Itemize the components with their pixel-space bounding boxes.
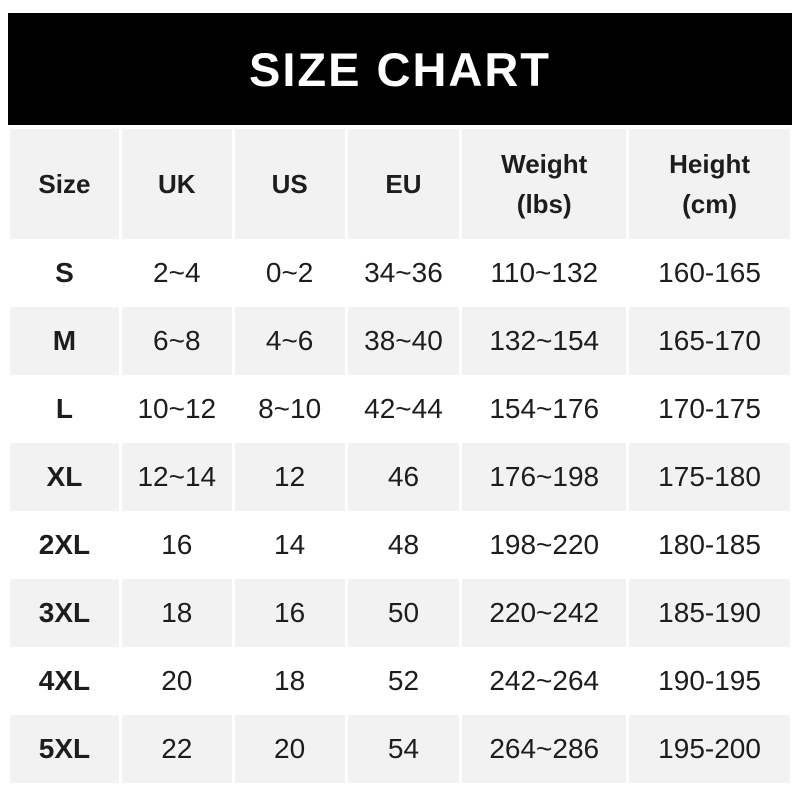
cell-us: 4~6: [234, 307, 345, 375]
column-header-us: US: [234, 129, 345, 239]
cell-uk: 6~8: [121, 307, 232, 375]
cell-size: 3XL: [10, 579, 119, 647]
cell-us: 20: [234, 715, 345, 783]
column-header-label: Weight: [501, 148, 588, 179]
cell-weight: 176~198: [462, 443, 627, 511]
cell-height: 180-185: [629, 511, 790, 579]
table-row-s: S 2~4 0~2 34~36 110~132 160-165: [10, 239, 790, 307]
cell-weight: 198~220: [462, 511, 627, 579]
table-row-5xl: 5XL 22 20 54 264~286 195-200: [10, 715, 790, 783]
cell-uk: 22: [121, 715, 232, 783]
cell-weight: 110~132: [462, 239, 627, 307]
cell-eu: 46: [347, 443, 460, 511]
cell-height: 185-190: [629, 579, 790, 647]
cell-weight: 242~264: [462, 647, 627, 715]
cell-eu: 38~40: [347, 307, 460, 375]
cell-eu: 50: [347, 579, 460, 647]
cell-height: 160-165: [629, 239, 790, 307]
cell-uk: 10~12: [121, 375, 232, 443]
column-header-label: Size: [38, 168, 91, 199]
size-chart-title: SIZE CHART: [249, 42, 551, 96]
column-header-eu: EU: [347, 129, 460, 239]
cell-height: 195-200: [629, 715, 790, 783]
cell-us: 12: [234, 443, 345, 511]
cell-uk: 2~4: [121, 239, 232, 307]
column-header-uk: UK: [121, 129, 232, 239]
cell-uk: 16: [121, 511, 232, 579]
cell-height: 170-175: [629, 375, 790, 443]
table-row-xl: XL 12~14 12 46 176~198 175-180: [10, 443, 790, 511]
size-table: Size UK US EU Weight (lbs) Height (cm): [10, 129, 790, 783]
cell-height: 175-180: [629, 443, 790, 511]
cell-uk: 18: [121, 579, 232, 647]
column-header-subline: (cm): [682, 189, 738, 219]
cell-height: 190-195: [629, 647, 790, 715]
table-row-m: M 6~8 4~6 38~40 132~154 165-170: [10, 307, 790, 375]
cell-eu: 52: [347, 647, 460, 715]
column-header-label: US: [271, 168, 308, 199]
table-row-4xl: 4XL 20 18 52 242~264 190-195: [10, 647, 790, 715]
cell-size: 2XL: [10, 511, 119, 579]
cell-us: 8~10: [234, 375, 345, 443]
cell-uk: 20: [121, 647, 232, 715]
cell-weight: 220~242: [462, 579, 627, 647]
column-header-weight: Weight (lbs): [462, 129, 627, 239]
cell-uk: 12~14: [121, 443, 232, 511]
cell-eu: 54: [347, 715, 460, 783]
column-header-height: Height (cm): [629, 129, 790, 239]
cell-size: 4XL: [10, 647, 119, 715]
cell-weight: 132~154: [462, 307, 627, 375]
cell-eu: 48: [347, 511, 460, 579]
cell-height: 165-170: [629, 307, 790, 375]
cell-size: L: [10, 375, 119, 443]
cell-eu: 42~44: [347, 375, 460, 443]
cell-weight: 154~176: [462, 375, 627, 443]
cell-size: 5XL: [10, 715, 119, 783]
cell-size: S: [10, 239, 119, 307]
cell-size: XL: [10, 443, 119, 511]
cell-eu: 34~36: [347, 239, 460, 307]
table-row-2xl: 2XL 16 14 48 198~220 180-185: [10, 511, 790, 579]
column-header-label: EU: [385, 168, 422, 199]
table-row-l: L 10~12 8~10 42~44 154~176 170-175: [10, 375, 790, 443]
size-table-header-row: Size UK US EU Weight (lbs) Height (cm): [10, 129, 790, 239]
size-chart-banner: SIZE CHART: [8, 13, 792, 125]
column-header-label: UK: [158, 168, 196, 199]
column-header-size: Size: [10, 129, 119, 239]
cell-size: M: [10, 307, 119, 375]
cell-us: 18: [234, 647, 345, 715]
cell-us: 14: [234, 511, 345, 579]
table-row-3xl: 3XL 18 16 50 220~242 185-190: [10, 579, 790, 647]
column-header-subline: (lbs): [516, 189, 572, 219]
column-header-label: Height: [669, 148, 750, 179]
cell-us: 16: [234, 579, 345, 647]
cell-weight: 264~286: [462, 715, 627, 783]
cell-us: 0~2: [234, 239, 345, 307]
